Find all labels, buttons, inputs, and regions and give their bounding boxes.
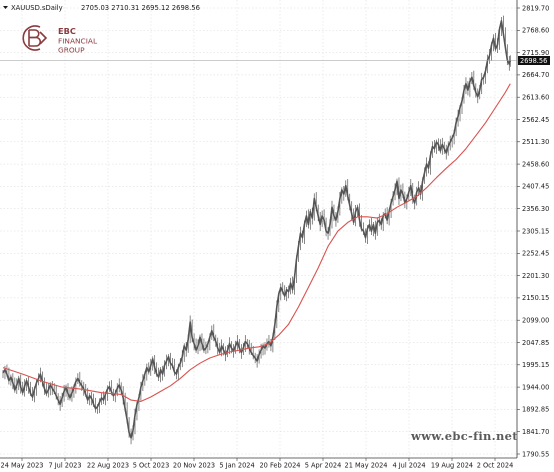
y-tick-label: 2819.70 bbox=[522, 4, 549, 12]
x-tick-label: 5 Jan 2024 bbox=[219, 462, 254, 470]
y-tick-label: 2150.15 bbox=[522, 294, 549, 302]
x-tick-label: 24 May 2023 bbox=[1, 462, 44, 470]
x-axis-ticks: 24 May 2023 7 Jul 2023 22 Aug 2023 5 Oct 20… bbox=[1, 458, 514, 470]
y-axis-ticks: 2819.70 2768.60 2715.90 2664.70 2613.60 2562.… bbox=[517, 4, 549, 458]
website-watermark: www.ebc-fin.net bbox=[410, 429, 518, 443]
axis-frame bbox=[0, 0, 518, 459]
y-tick-label: 1995.15 bbox=[522, 361, 549, 369]
y-tick-label: 2047.85 bbox=[522, 339, 549, 347]
x-tick-label: 20 Nov 2023 bbox=[173, 462, 215, 470]
moving-average-line bbox=[2, 83, 511, 402]
y-tick-label: 1790.55 bbox=[522, 450, 549, 458]
series-layer bbox=[2, 15, 512, 445]
y-tick-label: 2613.60 bbox=[522, 94, 549, 102]
y-tick-label: 2305.15 bbox=[522, 227, 549, 235]
last-price-label: 2698.56 bbox=[520, 57, 547, 65]
logo-line-2: FINANCIAL bbox=[58, 37, 98, 46]
symbol-label: XAUUSD.sDaily bbox=[11, 4, 63, 12]
y-tick-label: 2511.30 bbox=[522, 138, 549, 146]
chart-header: XAUUSD.sDaily 2705.03 2710.31 2695.12 26… bbox=[3, 4, 200, 12]
ebc-logo-mark-icon bbox=[22, 25, 48, 51]
x-tick-label: 7 Jul 2023 bbox=[48, 462, 81, 470]
x-tick-label: 5 Apr 2024 bbox=[305, 462, 342, 470]
y-tick-label: 2715.90 bbox=[522, 49, 549, 57]
logo-line-3: GROUP bbox=[58, 46, 85, 55]
y-tick-label: 2356.30 bbox=[522, 205, 549, 213]
x-tick-label: 20 Feb 2024 bbox=[259, 462, 300, 470]
dropdown-arrow-icon[interactable] bbox=[3, 6, 8, 9]
y-tick-label: 2407.45 bbox=[522, 183, 549, 191]
ohlc-values: 2705.03 2710.31 2695.12 2698.56 bbox=[81, 4, 200, 12]
y-tick-label: 1841.70 bbox=[522, 428, 549, 436]
x-tick-label: 19 Aug 2024 bbox=[431, 462, 473, 470]
y-tick-label: 2099.00 bbox=[522, 317, 549, 325]
last-price-badge bbox=[518, 55, 550, 65]
y-tick-label: 2562.45 bbox=[522, 116, 549, 124]
logo-line-1: EBC bbox=[58, 26, 76, 36]
y-tick-label: 1892.85 bbox=[522, 406, 549, 414]
y-tick-label: 2201.30 bbox=[522, 272, 549, 280]
x-tick-label: 2 Oct 2024 bbox=[477, 462, 514, 470]
x-tick-label: 21 May 2024 bbox=[345, 462, 388, 470]
grid-lines bbox=[0, 0, 517, 458]
ebc-logo: EBC FINANCIAL GROUP bbox=[22, 25, 98, 55]
x-tick-label: 5 Oct 2023 bbox=[133, 462, 170, 470]
y-tick-label: 1944.00 bbox=[522, 383, 549, 391]
y-tick-label: 2768.60 bbox=[522, 27, 549, 35]
y-tick-label: 2252.45 bbox=[522, 250, 549, 258]
x-tick-label: 4 Jul 2024 bbox=[392, 462, 425, 470]
y-tick-label: 2458.60 bbox=[522, 160, 549, 168]
y-tick-label: 2664.70 bbox=[522, 71, 549, 79]
x-tick-label: 22 Aug 2023 bbox=[87, 462, 129, 470]
